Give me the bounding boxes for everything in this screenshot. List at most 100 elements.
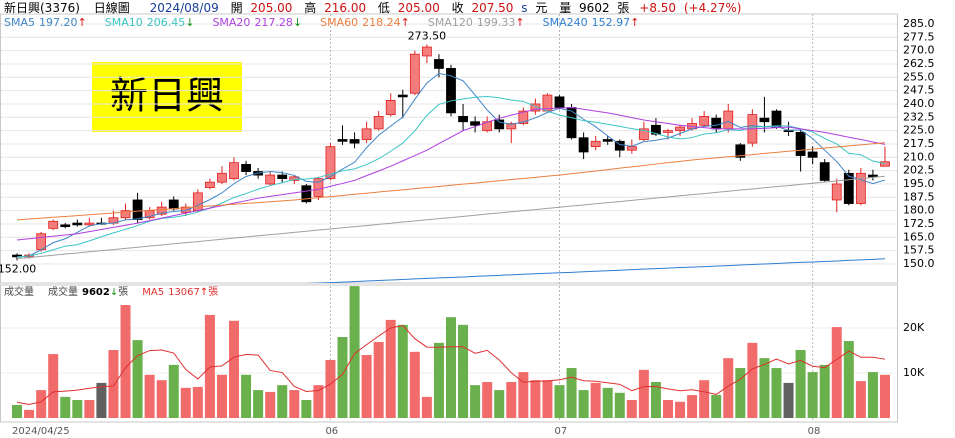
candle-body [494, 119, 505, 130]
volume-bar [638, 369, 649, 418]
y-tick-label: 210.0 [903, 150, 935, 163]
candle-body [120, 210, 131, 219]
y-tick-label: 150.0 [903, 257, 935, 270]
volume-bar [831, 327, 842, 418]
candle-body [289, 176, 300, 181]
volume-bar [771, 368, 782, 418]
candle-body [795, 132, 806, 156]
y-tick-label: 285.0 [903, 17, 935, 30]
candle-body [530, 103, 541, 112]
y-tick-label: 247.5 [903, 84, 935, 97]
legend-name: SMA120 [428, 16, 473, 29]
volume-bar [554, 385, 565, 418]
volume-bar [855, 381, 866, 418]
volume-bar [675, 401, 686, 418]
volume-bar [807, 372, 818, 418]
volume-bar [24, 409, 35, 418]
legend-trend: ↓ [185, 16, 194, 29]
candle-body [156, 206, 167, 215]
volume-bar [72, 399, 83, 418]
candle-body [446, 68, 456, 114]
candle-body [554, 96, 565, 108]
candle-body [880, 161, 890, 167]
candle-body [807, 151, 818, 158]
volume-bar [783, 382, 794, 418]
x-tick-label: 08 [808, 426, 821, 437]
volume-bar [578, 390, 589, 418]
volume-bar [590, 382, 601, 418]
legend-trend: ↑ [200, 287, 208, 298]
candle-body [771, 110, 782, 128]
candle-body [626, 146, 637, 151]
candle-body [421, 46, 432, 57]
candle-body [337, 139, 348, 142]
legend-value: 13067 [168, 287, 200, 298]
high-label: 高 [304, 0, 316, 15]
volume-bar [168, 364, 179, 418]
candle-body [132, 199, 143, 220]
legend-trend: ↓ [293, 16, 302, 29]
candle-body [434, 59, 444, 69]
volume-bar [84, 399, 95, 418]
volume-bar [650, 381, 661, 418]
volume-bar [747, 342, 758, 418]
volume-bar [301, 399, 312, 418]
volume-bar [843, 341, 854, 418]
legend-trend: ↑ [515, 16, 524, 29]
volume-bar [144, 374, 155, 418]
y-tick-label: 270.0 [903, 44, 935, 57]
price-annotation: 152.00 [0, 262, 36, 275]
volume-unit: 張 [617, 1, 629, 15]
legend-unit: 張 [118, 286, 128, 298]
volume-ma-line [16, 325, 886, 406]
header: 新日興(3376) 日線圖 2024/08/09 開 205.00 高 216.… [4, 0, 741, 15]
candle-body [373, 116, 384, 130]
volume-bar [795, 350, 806, 418]
candle-body [265, 174, 276, 185]
candle-body [735, 144, 746, 158]
volume-bar [711, 395, 722, 418]
volume-bar [349, 286, 360, 418]
legend-value: 199.33 [477, 16, 516, 29]
legend-name: SMA240 [543, 16, 588, 29]
candle-body [590, 140, 601, 148]
volume-bar [96, 382, 107, 418]
legend-trend: ↑ [401, 16, 410, 29]
volume: 9602 [579, 1, 610, 15]
volume-bar [12, 404, 23, 418]
volume-bar [361, 354, 372, 418]
candle-body [168, 199, 179, 210]
volume-bar [699, 380, 710, 418]
candle-body [819, 162, 830, 181]
legend-name: SMA20 [212, 16, 250, 29]
volume-bar [192, 386, 203, 418]
volume-bar [36, 390, 47, 418]
volume-bar [506, 381, 517, 418]
candle-body [602, 139, 613, 142]
candle-body [241, 164, 251, 172]
candle-body [12, 254, 22, 258]
volume-bar [735, 368, 746, 418]
volume-bar [409, 351, 420, 418]
y-tick-label: 225.0 [903, 124, 935, 137]
candle-body [518, 110, 529, 124]
volume-bar [265, 391, 276, 418]
price-panel [0, 13, 898, 284]
candle-body [843, 172, 854, 204]
legend-name: SMA60 [320, 16, 358, 29]
candle-body [361, 128, 372, 140]
currency: 元 [535, 1, 547, 15]
candle-body [675, 126, 685, 132]
period: 日線圖 [94, 0, 130, 15]
legend-value: 9602 [82, 287, 110, 298]
low-label: 低 [378, 1, 390, 15]
candle-body [651, 124, 661, 135]
candle-body [397, 94, 408, 98]
close: 207.50 [471, 1, 513, 15]
ma-line [307, 258, 885, 283]
volume-bar [337, 336, 348, 418]
y-tick-label: 195.0 [903, 177, 935, 190]
volume-bar [458, 324, 469, 418]
volume-bar [879, 374, 890, 418]
legend-trend: ↑ [78, 16, 87, 29]
